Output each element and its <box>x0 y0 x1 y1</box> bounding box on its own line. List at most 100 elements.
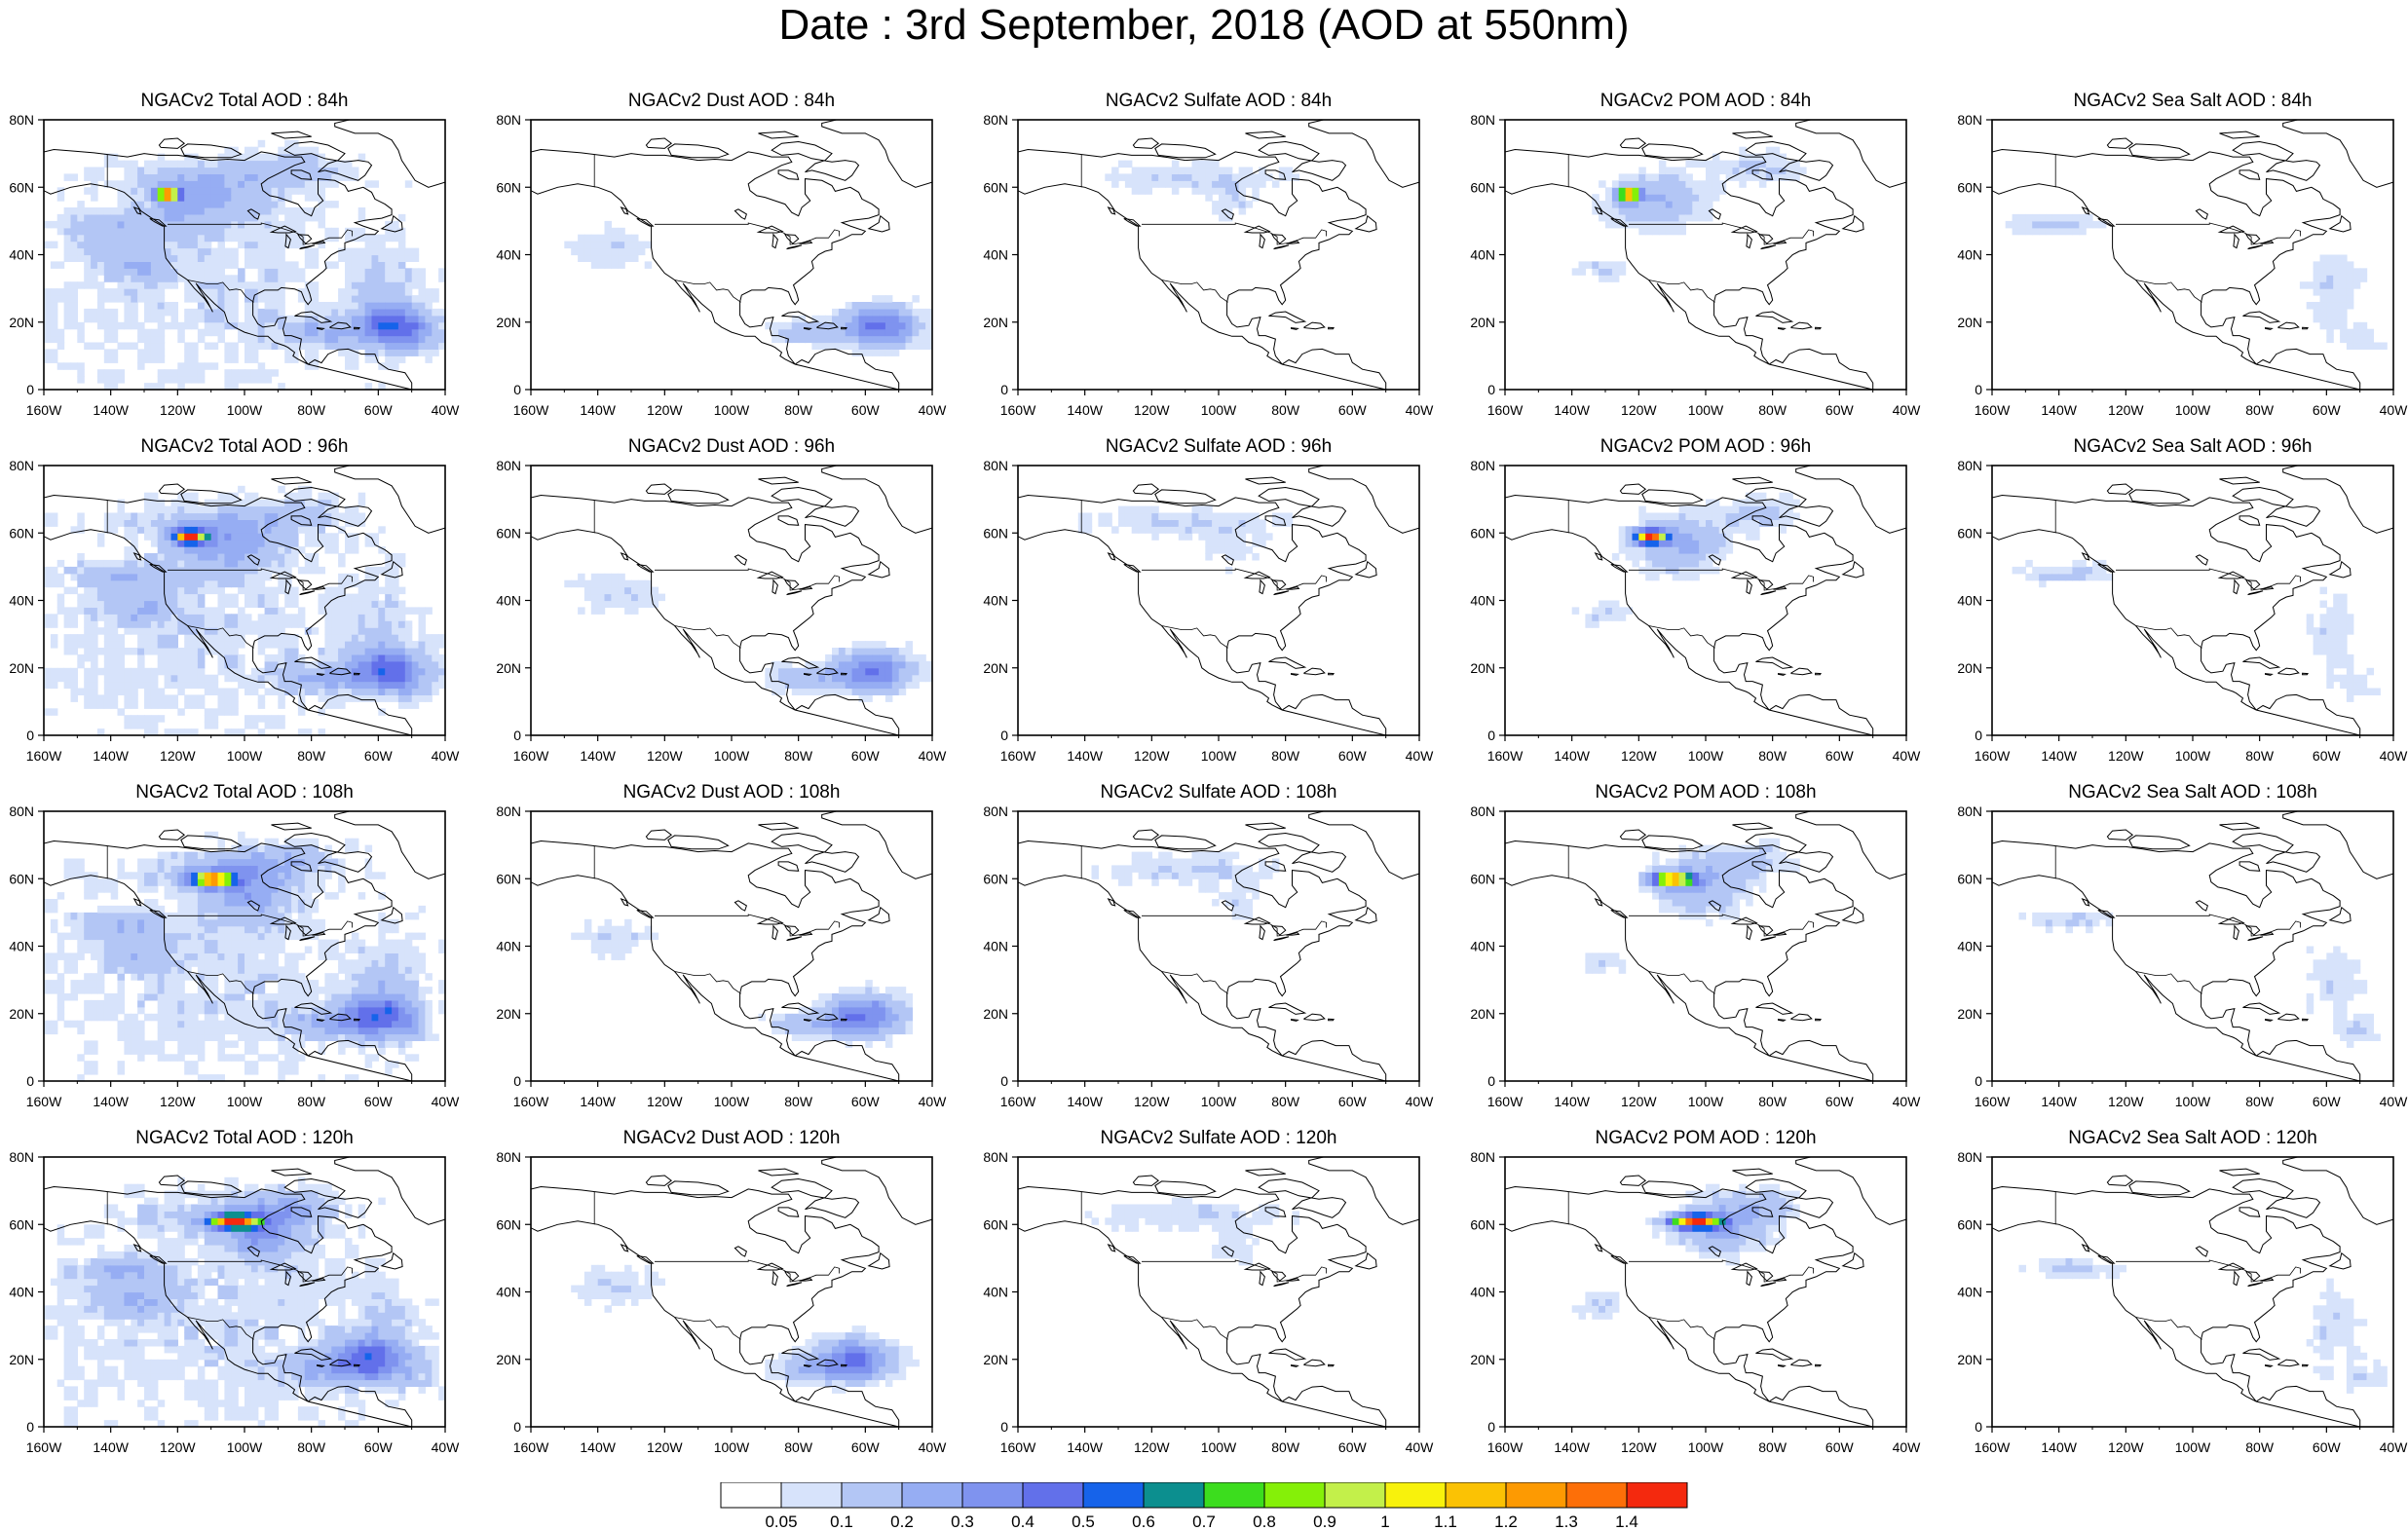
lat-tick-label: 20N <box>1470 1006 1495 1022</box>
coastlines <box>1018 811 1419 1081</box>
lon-tick-label: 140W <box>1554 748 1590 764</box>
panel-title: NGACv2 Total AOD : 84h <box>140 91 349 111</box>
lon-tick-label: 40W <box>432 1094 461 1109</box>
colorbar-swatch <box>1565 1482 1628 1509</box>
lon-tick-label: 80W <box>297 402 326 418</box>
lat-tick-label: 60N <box>1957 1216 1982 1232</box>
lat-tick-label: 80N <box>496 803 521 819</box>
map-plot: 160W 140W 120W 100W 80W 60W 40W 80N 60N 40N 20N 0 <box>1470 803 1921 1109</box>
map-panel-sulfate-120h: NGACv2 Sulfate AOD : 120h 160W 140W 120W 100… <box>983 1128 1434 1455</box>
lon-tick-label: 120W <box>1621 402 1657 418</box>
lat-tick-label: 60N <box>983 525 1008 541</box>
panel-title: NGACv2 Total AOD : 120h <box>135 1128 354 1148</box>
coastlines <box>1018 466 1419 735</box>
panel-title: NGACv2 Sulfate AOD : 120h <box>1100 1128 1337 1148</box>
lat-tick-label: 0 <box>513 1419 521 1435</box>
panel-title: NGACv2 POM AOD : 108h <box>1595 782 1817 803</box>
lat-tick-label: 80N <box>9 803 34 819</box>
lat-tick-label: 80N <box>1470 112 1495 128</box>
lat-tick-label: 0 <box>1975 1073 1982 1089</box>
aod-shading <box>44 485 446 736</box>
lat-tick-label: 60N <box>496 871 521 886</box>
lat-tick-label: 60N <box>1470 871 1495 886</box>
aod-shading <box>1077 505 1294 575</box>
lon-tick-label: 60W <box>851 1094 881 1109</box>
lon-tick-label: 160W <box>26 748 62 764</box>
lat-tick-label: 60N <box>496 525 521 541</box>
lon-tick-label: 60W <box>364 748 394 764</box>
aod-shading <box>2005 213 2388 350</box>
lon-tick-label: 60W <box>851 402 881 418</box>
lat-tick-label: 80N <box>1957 803 1982 819</box>
lon-tick-label: 40W <box>2380 1094 2408 1109</box>
colorbar-label: 1 <box>1380 1512 1389 1531</box>
lon-tick-label: 140W <box>2041 1439 2077 1455</box>
map-plot: 160W 140W 120W 100W 80W 60W 40W 80N 60N 40N 20N 0 <box>1470 1149 1921 1455</box>
lat-tick-label: 20N <box>496 1352 521 1367</box>
lat-tick-label: 80N <box>496 458 521 473</box>
lon-tick-label: 60W <box>2313 1439 2342 1455</box>
map-plot: 160W 140W 120W 100W 80W 60W 40W 80N 60N 40N 20N 0 <box>496 112 947 418</box>
lat-tick-label: 60N <box>9 1216 34 1232</box>
lon-tick-label: 160W <box>1487 1439 1524 1455</box>
panel-title: NGACv2 Dust AOD : 96h <box>627 436 836 457</box>
colorbar-swatch <box>1445 1482 1507 1509</box>
lon-tick-label: 140W <box>1067 402 1103 418</box>
lon-tick-label: 100W <box>1688 1094 1724 1109</box>
lat-tick-label: 20N <box>9 660 34 676</box>
lat-tick-label: 40N <box>1957 1285 1982 1300</box>
lon-tick-label: 80W <box>784 1094 813 1109</box>
lat-tick-label: 20N <box>983 1006 1008 1022</box>
lon-tick-label: 140W <box>580 402 616 418</box>
colorbar-swatch <box>841 1482 903 1509</box>
lat-tick-label: 40N <box>1470 1285 1495 1300</box>
map-plot: 160W 140W 120W 100W 80W 60W 40W 80N 60N 40N 20N 0 <box>496 803 947 1109</box>
lat-tick-label: 40N <box>496 593 521 609</box>
lon-tick-label: 160W <box>1487 748 1524 764</box>
lon-tick-label: 160W <box>1487 402 1524 418</box>
lat-tick-label: 0 <box>1000 728 1008 743</box>
lon-tick-label: 40W <box>432 748 461 764</box>
panel-title: NGACv2 POM AOD : 120h <box>1595 1128 1817 1148</box>
lat-tick-label: 40N <box>1470 939 1495 954</box>
lat-tick-label: 60N <box>1470 525 1495 541</box>
lon-tick-label: 40W <box>919 1094 948 1109</box>
map-plot: 160W 140W 120W 100W 80W 60W 40W 80N 60N 40N 20N 0 <box>1957 1149 2408 1455</box>
lon-tick-label: 80W <box>2245 1439 2275 1455</box>
panel-title: NGACv2 Dust AOD : 84h <box>627 91 836 111</box>
colorbar-label: 0.05 <box>765 1512 797 1531</box>
lon-tick-label: 160W <box>1000 1439 1036 1455</box>
aod-shading <box>571 918 913 1048</box>
lon-tick-label: 120W <box>1621 1439 1657 1455</box>
map-panel-total-96h: NGACv2 Total AOD : 96h 160W 140W 120W 100W 80… <box>9 436 460 764</box>
colorbar-label: 0.4 <box>1011 1512 1035 1531</box>
lon-tick-label: 100W <box>2175 748 2211 764</box>
coastlines <box>531 466 932 735</box>
lon-tick-label: 140W <box>580 748 616 764</box>
lon-tick-label: 80W <box>2245 402 2275 418</box>
lon-tick-label: 160W <box>26 1439 62 1455</box>
lat-tick-label: 80N <box>9 458 34 473</box>
map-panel-sulfate-96h: NGACv2 Sulfate AOD : 96h 160W 140W 120W 100W… <box>983 436 1434 764</box>
lon-tick-label: 60W <box>2313 1094 2342 1109</box>
lon-tick-label: 140W <box>93 1094 129 1109</box>
lat-tick-label: 60N <box>1957 179 1982 195</box>
lon-tick-label: 80W <box>2245 1094 2275 1109</box>
lat-tick-label: 40N <box>983 1285 1008 1300</box>
lat-tick-label: 60N <box>1957 525 1982 541</box>
coastlines <box>1992 811 2393 1081</box>
coastlines <box>531 1157 932 1427</box>
lat-tick-label: 0 <box>26 382 34 397</box>
lon-tick-label: 40W <box>1406 402 1435 418</box>
lat-tick-label: 40N <box>983 939 1008 954</box>
lon-tick-label: 120W <box>1134 1094 1170 1109</box>
lat-tick-label: 40N <box>983 593 1008 609</box>
lat-tick-label: 0 <box>1487 1073 1495 1089</box>
lat-tick-label: 0 <box>1975 382 1982 397</box>
map-plot: 160W 140W 120W 100W 80W 60W 40W 80N 60N 40N 20N 0 <box>1957 112 2408 418</box>
lat-tick-label: 40N <box>9 1285 34 1300</box>
map-plot: 160W 140W 120W 100W 80W 60W 40W 80N 60N 40N 20N 0 <box>1470 112 1921 418</box>
lon-tick-label: 40W <box>2380 748 2408 764</box>
lat-tick-label: 60N <box>1957 871 1982 886</box>
map-panel-sulfate-84h: NGACv2 Sulfate AOD : 84h 160W 140W 120W 100W… <box>983 91 1434 418</box>
